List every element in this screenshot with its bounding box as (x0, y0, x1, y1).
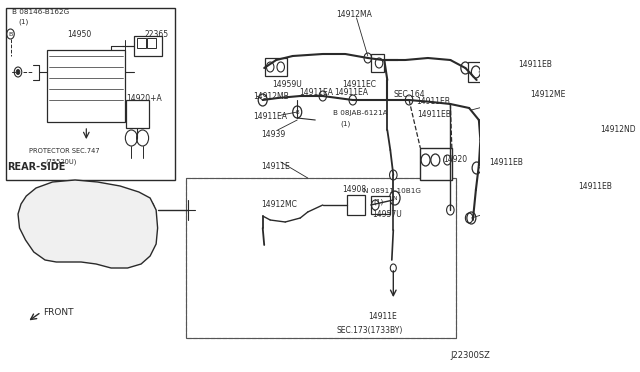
Text: 14911EB: 14911EB (417, 110, 451, 119)
Bar (265, 58, 287, 76)
Bar (186, 178, 456, 338)
Text: 14911E: 14911E (261, 162, 290, 171)
Text: B 08JAB-6121A: B 08JAB-6121A (333, 110, 388, 116)
Text: B 08146-B162G: B 08146-B162G (12, 9, 69, 15)
Circle shape (110, 220, 122, 236)
Text: 14911EA: 14911EA (253, 112, 288, 121)
Text: 14911EB: 14911EB (490, 158, 524, 167)
Circle shape (88, 230, 100, 246)
Text: 14912MC: 14912MC (261, 200, 297, 209)
Text: (1): (1) (340, 120, 351, 126)
Circle shape (99, 199, 112, 217)
Text: SEC.173(1733BY): SEC.173(1733BY) (336, 326, 403, 335)
Circle shape (77, 200, 88, 216)
Text: (1): (1) (374, 198, 384, 205)
Text: N: N (392, 196, 397, 201)
Text: 22365: 22365 (144, 30, 168, 39)
Text: FRONT: FRONT (44, 308, 74, 317)
Text: 14912MB: 14912MB (253, 92, 289, 101)
Circle shape (16, 70, 20, 74)
Text: 14911EA: 14911EA (334, 88, 368, 97)
Text: 14912MA: 14912MA (336, 10, 372, 19)
Circle shape (467, 212, 476, 224)
Text: (1): (1) (18, 18, 28, 25)
Circle shape (140, 200, 155, 220)
Text: 14911EB: 14911EB (578, 182, 612, 191)
Bar (371, 196, 390, 214)
Circle shape (472, 162, 481, 174)
Text: (75520U): (75520U) (45, 158, 76, 164)
Bar (126, 100, 148, 128)
Text: 14939: 14939 (261, 130, 285, 139)
Text: N 08911-10B1G: N 08911-10B1G (364, 188, 421, 194)
Bar (347, 195, 365, 215)
Bar (420, 148, 452, 180)
Text: J22300SZ: J22300SZ (451, 351, 490, 360)
Bar (147, 38, 156, 48)
Circle shape (364, 53, 372, 63)
Text: REAR-SIDE: REAR-SIDE (8, 162, 66, 172)
Text: B: B (296, 109, 299, 115)
Text: 14957U: 14957U (372, 210, 402, 219)
Text: 14911EA: 14911EA (299, 88, 333, 97)
Circle shape (390, 170, 397, 180)
Bar (134, 36, 162, 56)
Text: 14912ND: 14912ND (600, 125, 636, 134)
Polygon shape (18, 180, 157, 268)
Bar (186, 178, 456, 338)
Text: 14911E: 14911E (368, 312, 397, 321)
Text: PROTECTOR SEC.747: PROTECTOR SEC.747 (29, 148, 99, 154)
Text: 14950: 14950 (68, 30, 92, 39)
Circle shape (390, 264, 396, 272)
Text: 14920: 14920 (443, 155, 467, 164)
Text: B: B (8, 32, 13, 36)
Text: 14920+A: 14920+A (126, 94, 162, 103)
Circle shape (65, 230, 77, 246)
Circle shape (258, 94, 268, 106)
Text: 14912ME: 14912ME (530, 90, 565, 99)
Text: 14908: 14908 (342, 185, 366, 194)
Text: 14959U: 14959U (273, 80, 302, 89)
Text: 14911EB: 14911EB (518, 60, 552, 69)
Bar (371, 54, 384, 72)
Bar (468, 62, 483, 82)
Text: 14911EC: 14911EC (342, 80, 376, 89)
Text: 14911EB: 14911EB (417, 97, 451, 106)
Circle shape (53, 206, 67, 224)
Bar (47, 50, 125, 122)
Bar (6, 8, 175, 180)
Bar (136, 38, 146, 48)
Text: SEC.164: SEC.164 (394, 90, 425, 99)
